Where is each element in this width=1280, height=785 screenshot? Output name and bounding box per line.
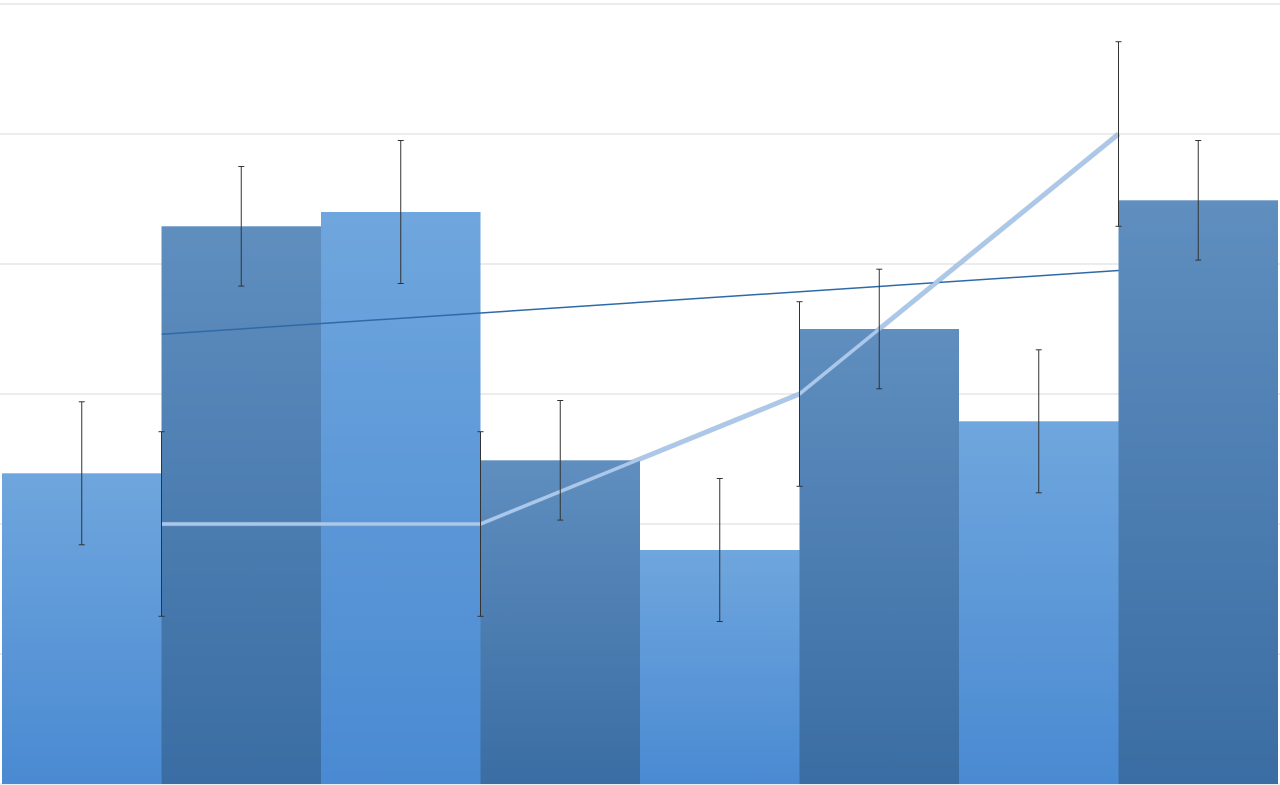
trendline	[161, 269, 1119, 335]
bars	[2, 200, 1278, 785]
bar	[161, 226, 321, 785]
line-series-path	[161, 132, 1120, 526]
trendline-group	[161, 269, 1119, 335]
bar	[1118, 200, 1278, 785]
line-series	[161, 132, 1121, 527]
bar	[799, 329, 959, 784]
bar	[321, 212, 481, 784]
error-bars	[78, 41, 1202, 622]
